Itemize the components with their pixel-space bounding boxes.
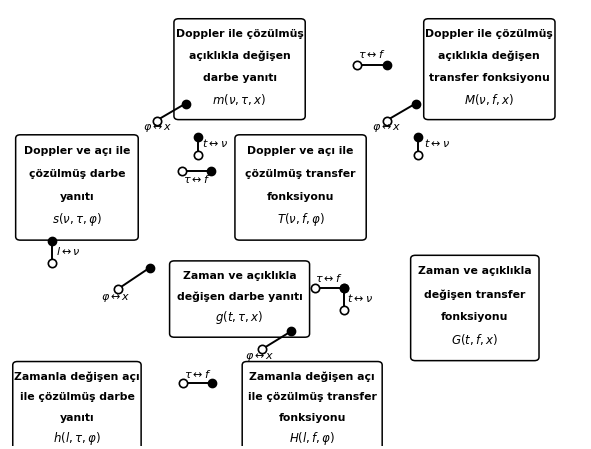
Text: darbe yanıtı: darbe yanıtı bbox=[203, 73, 277, 83]
FancyBboxPatch shape bbox=[411, 255, 539, 361]
Text: $\varphi \leftrightarrow x$: $\varphi \leftrightarrow x$ bbox=[101, 292, 131, 304]
Text: Zaman ve açıklıkla: Zaman ve açıklıkla bbox=[418, 266, 532, 277]
Text: ile çözülmüş transfer: ile çözülmüş transfer bbox=[248, 392, 376, 402]
Text: $G(t, f, x)$: $G(t, f, x)$ bbox=[452, 332, 498, 348]
Text: $\tau \leftrightarrow f$: $\tau \leftrightarrow f$ bbox=[184, 368, 212, 379]
Text: açıklıkla değişen: açıklıkla değişen bbox=[439, 51, 540, 62]
Text: $s(\nu, \tau, \varphi)$: $s(\nu, \tau, \varphi)$ bbox=[52, 211, 102, 228]
Text: $\varphi \leftrightarrow x$: $\varphi \leftrightarrow x$ bbox=[372, 122, 401, 134]
FancyBboxPatch shape bbox=[13, 361, 141, 449]
Text: Doppler ve açı ile: Doppler ve açı ile bbox=[248, 146, 354, 156]
Text: $\tau \leftrightarrow f$: $\tau \leftrightarrow f$ bbox=[315, 272, 343, 284]
FancyBboxPatch shape bbox=[174, 19, 305, 119]
Text: değişen darbe yanıtı: değişen darbe yanıtı bbox=[177, 292, 303, 302]
FancyBboxPatch shape bbox=[242, 361, 382, 449]
Text: fonksiyonu: fonksiyonu bbox=[278, 413, 346, 423]
Text: Doppler ile çözülmüş: Doppler ile çözülmüş bbox=[426, 29, 553, 40]
Text: değişen transfer: değişen transfer bbox=[424, 289, 525, 299]
Text: $\tau \leftrightarrow f$: $\tau \leftrightarrow f$ bbox=[358, 48, 386, 60]
FancyBboxPatch shape bbox=[235, 135, 366, 240]
Text: ile çözülmüş darbe: ile çözülmüş darbe bbox=[20, 392, 134, 402]
Text: $l \leftrightarrow \nu$: $l \leftrightarrow \nu$ bbox=[56, 245, 80, 257]
Text: çözülmüş transfer: çözülmüş transfer bbox=[245, 169, 356, 179]
Text: $\varphi \leftrightarrow x$: $\varphi \leftrightarrow x$ bbox=[245, 351, 275, 363]
Text: fonksiyonu: fonksiyonu bbox=[267, 192, 335, 202]
Text: açıklıkla değişen: açıklıkla değişen bbox=[189, 51, 290, 62]
Text: $g(t, \tau, x)$: $g(t, \tau, x)$ bbox=[215, 309, 264, 326]
Text: çözülmüş darbe: çözülmüş darbe bbox=[29, 169, 125, 179]
Text: Zaman ve açıklıkla: Zaman ve açıklıkla bbox=[183, 271, 297, 281]
Text: yanıtı: yanıtı bbox=[60, 192, 94, 202]
Text: $H(l, f, \varphi)$: $H(l, f, \varphi)$ bbox=[289, 430, 335, 447]
Text: $\tau \leftrightarrow f$: $\tau \leftrightarrow f$ bbox=[183, 173, 210, 185]
Text: Doppler ve açı ile: Doppler ve açı ile bbox=[24, 146, 130, 156]
Text: fonksiyonu: fonksiyonu bbox=[441, 312, 508, 322]
Text: Doppler ile çözülmüş: Doppler ile çözülmüş bbox=[176, 29, 303, 40]
Text: $\varphi \leftrightarrow x$: $\varphi \leftrightarrow x$ bbox=[144, 122, 173, 134]
Text: Zamanla değişen açı: Zamanla değişen açı bbox=[249, 371, 375, 382]
FancyBboxPatch shape bbox=[15, 135, 138, 240]
Text: $t \leftrightarrow \nu$: $t \leftrightarrow \nu$ bbox=[424, 137, 450, 149]
Text: $t \leftrightarrow \nu$: $t \leftrightarrow \nu$ bbox=[348, 292, 374, 304]
Text: yanıtı: yanıtı bbox=[60, 413, 94, 423]
FancyBboxPatch shape bbox=[424, 19, 555, 119]
Text: $t \leftrightarrow \nu$: $t \leftrightarrow \nu$ bbox=[202, 137, 228, 149]
Text: $h(l, \tau, \varphi)$: $h(l, \tau, \varphi)$ bbox=[53, 430, 101, 447]
Text: Zamanla değişen açı: Zamanla değişen açı bbox=[14, 371, 139, 382]
Text: transfer fonksiyonu: transfer fonksiyonu bbox=[429, 73, 550, 83]
Text: $m(\nu, \tau, x)$: $m(\nu, \tau, x)$ bbox=[212, 92, 267, 107]
Text: $T(\nu, f, \varphi)$: $T(\nu, f, \varphi)$ bbox=[277, 211, 324, 228]
Text: $M(\nu, f, x)$: $M(\nu, f, x)$ bbox=[465, 92, 514, 107]
FancyBboxPatch shape bbox=[170, 261, 310, 337]
